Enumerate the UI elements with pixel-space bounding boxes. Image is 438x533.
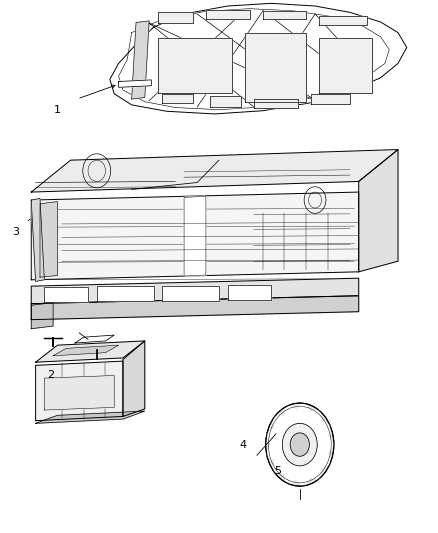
- Polygon shape: [97, 286, 153, 301]
- Polygon shape: [359, 150, 398, 272]
- Circle shape: [290, 433, 309, 456]
- Polygon shape: [40, 201, 57, 277]
- Polygon shape: [44, 287, 88, 302]
- Polygon shape: [31, 192, 359, 280]
- Polygon shape: [210, 96, 241, 107]
- Polygon shape: [31, 150, 398, 192]
- Polygon shape: [245, 33, 306, 102]
- Polygon shape: [162, 286, 219, 301]
- Polygon shape: [53, 345, 119, 356]
- Polygon shape: [132, 21, 149, 99]
- Text: 3: 3: [12, 227, 19, 237]
- Polygon shape: [311, 94, 350, 104]
- Circle shape: [266, 403, 334, 486]
- Polygon shape: [184, 196, 206, 276]
- Text: 2: 2: [47, 370, 54, 381]
- Circle shape: [266, 403, 334, 486]
- Polygon shape: [31, 303, 53, 329]
- Polygon shape: [228, 285, 272, 300]
- Polygon shape: [123, 341, 145, 416]
- Polygon shape: [158, 12, 193, 23]
- Polygon shape: [158, 38, 232, 93]
- Polygon shape: [31, 198, 44, 281]
- Polygon shape: [319, 38, 372, 93]
- Polygon shape: [263, 11, 306, 19]
- Polygon shape: [44, 375, 114, 410]
- Text: 4: 4: [240, 440, 247, 450]
- Polygon shape: [110, 3, 407, 114]
- Polygon shape: [319, 15, 367, 25]
- Polygon shape: [119, 80, 151, 87]
- Text: 1: 1: [54, 104, 61, 115]
- Polygon shape: [35, 411, 145, 423]
- Polygon shape: [75, 335, 114, 343]
- Polygon shape: [35, 361, 123, 421]
- Polygon shape: [267, 403, 334, 486]
- Polygon shape: [31, 296, 359, 320]
- Text: 5: 5: [275, 466, 282, 476]
- Polygon shape: [162, 94, 193, 103]
- Polygon shape: [206, 10, 250, 19]
- Polygon shape: [254, 99, 297, 108]
- Polygon shape: [35, 341, 145, 362]
- Polygon shape: [31, 278, 359, 304]
- Circle shape: [283, 423, 317, 466]
